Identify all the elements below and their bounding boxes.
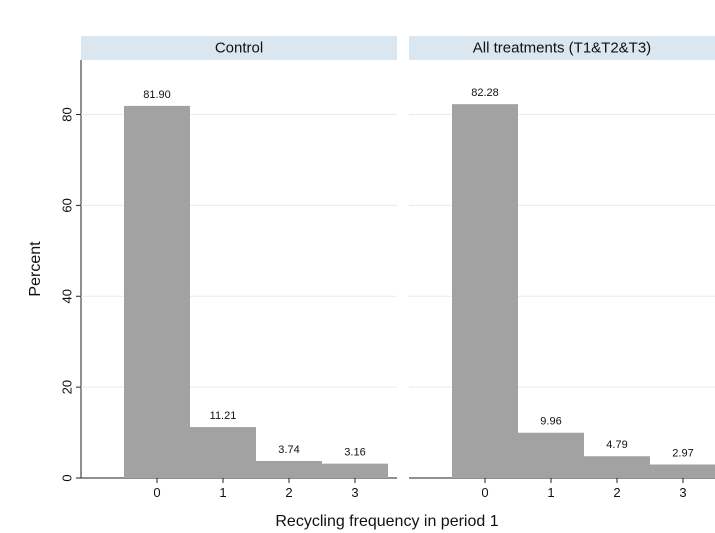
x-tick-label: 0 — [481, 485, 488, 500]
bar — [584, 456, 650, 478]
panel-strip — [409, 36, 715, 60]
x-tick-label: 1 — [219, 485, 226, 500]
bar-value-label: 9.96 — [540, 416, 561, 428]
bar — [322, 463, 388, 478]
panel-strip — [81, 36, 397, 60]
bar-value-label: 3.16 — [344, 447, 365, 459]
bar — [518, 432, 584, 478]
bar — [452, 104, 518, 479]
x-axis-title: Recycling frequency in period 1 — [275, 513, 498, 530]
bar-value-label: 81.90 — [143, 89, 171, 101]
y-tick-label: 80 — [60, 107, 75, 121]
x-tick-label: 0 — [153, 485, 160, 500]
bar — [256, 461, 322, 478]
y-tick-label: 20 — [60, 380, 75, 394]
panel-title: All treatments (T1&T2&T3) — [473, 40, 651, 57]
bar — [124, 105, 190, 478]
y-axis-title: Percent — [27, 241, 44, 297]
bar-value-label: 11.21 — [210, 410, 237, 422]
x-tick-label: 2 — [613, 485, 620, 500]
bar-value-label: 82.28 — [471, 87, 499, 99]
bar — [650, 464, 715, 478]
y-tick-label: 60 — [60, 198, 75, 212]
y-tick-label: 0 — [60, 474, 75, 481]
x-tick-label: 3 — [351, 485, 358, 500]
x-tick-label: 3 — [679, 485, 686, 500]
y-axis: 0 20 40 60 80 — [60, 60, 82, 482]
bar-value-label: 2.97 — [672, 448, 693, 460]
bar-value-label: 3.74 — [278, 444, 299, 456]
panel-control: Control 81.90 0 11.21 1 3.74 2 3.16 3 — [81, 36, 397, 500]
panel-title: Control — [215, 40, 263, 57]
bar — [190, 427, 256, 478]
panel-all-treatments: All treatments (T1&T2&T3) 82.28 0 9.96 1 4.79… — [409, 36, 715, 500]
bar-value-label: 4.79 — [606, 439, 627, 451]
x-tick-label: 1 — [547, 485, 554, 500]
y-tick-label: 40 — [60, 289, 75, 303]
x-tick-label: 2 — [285, 485, 292, 500]
